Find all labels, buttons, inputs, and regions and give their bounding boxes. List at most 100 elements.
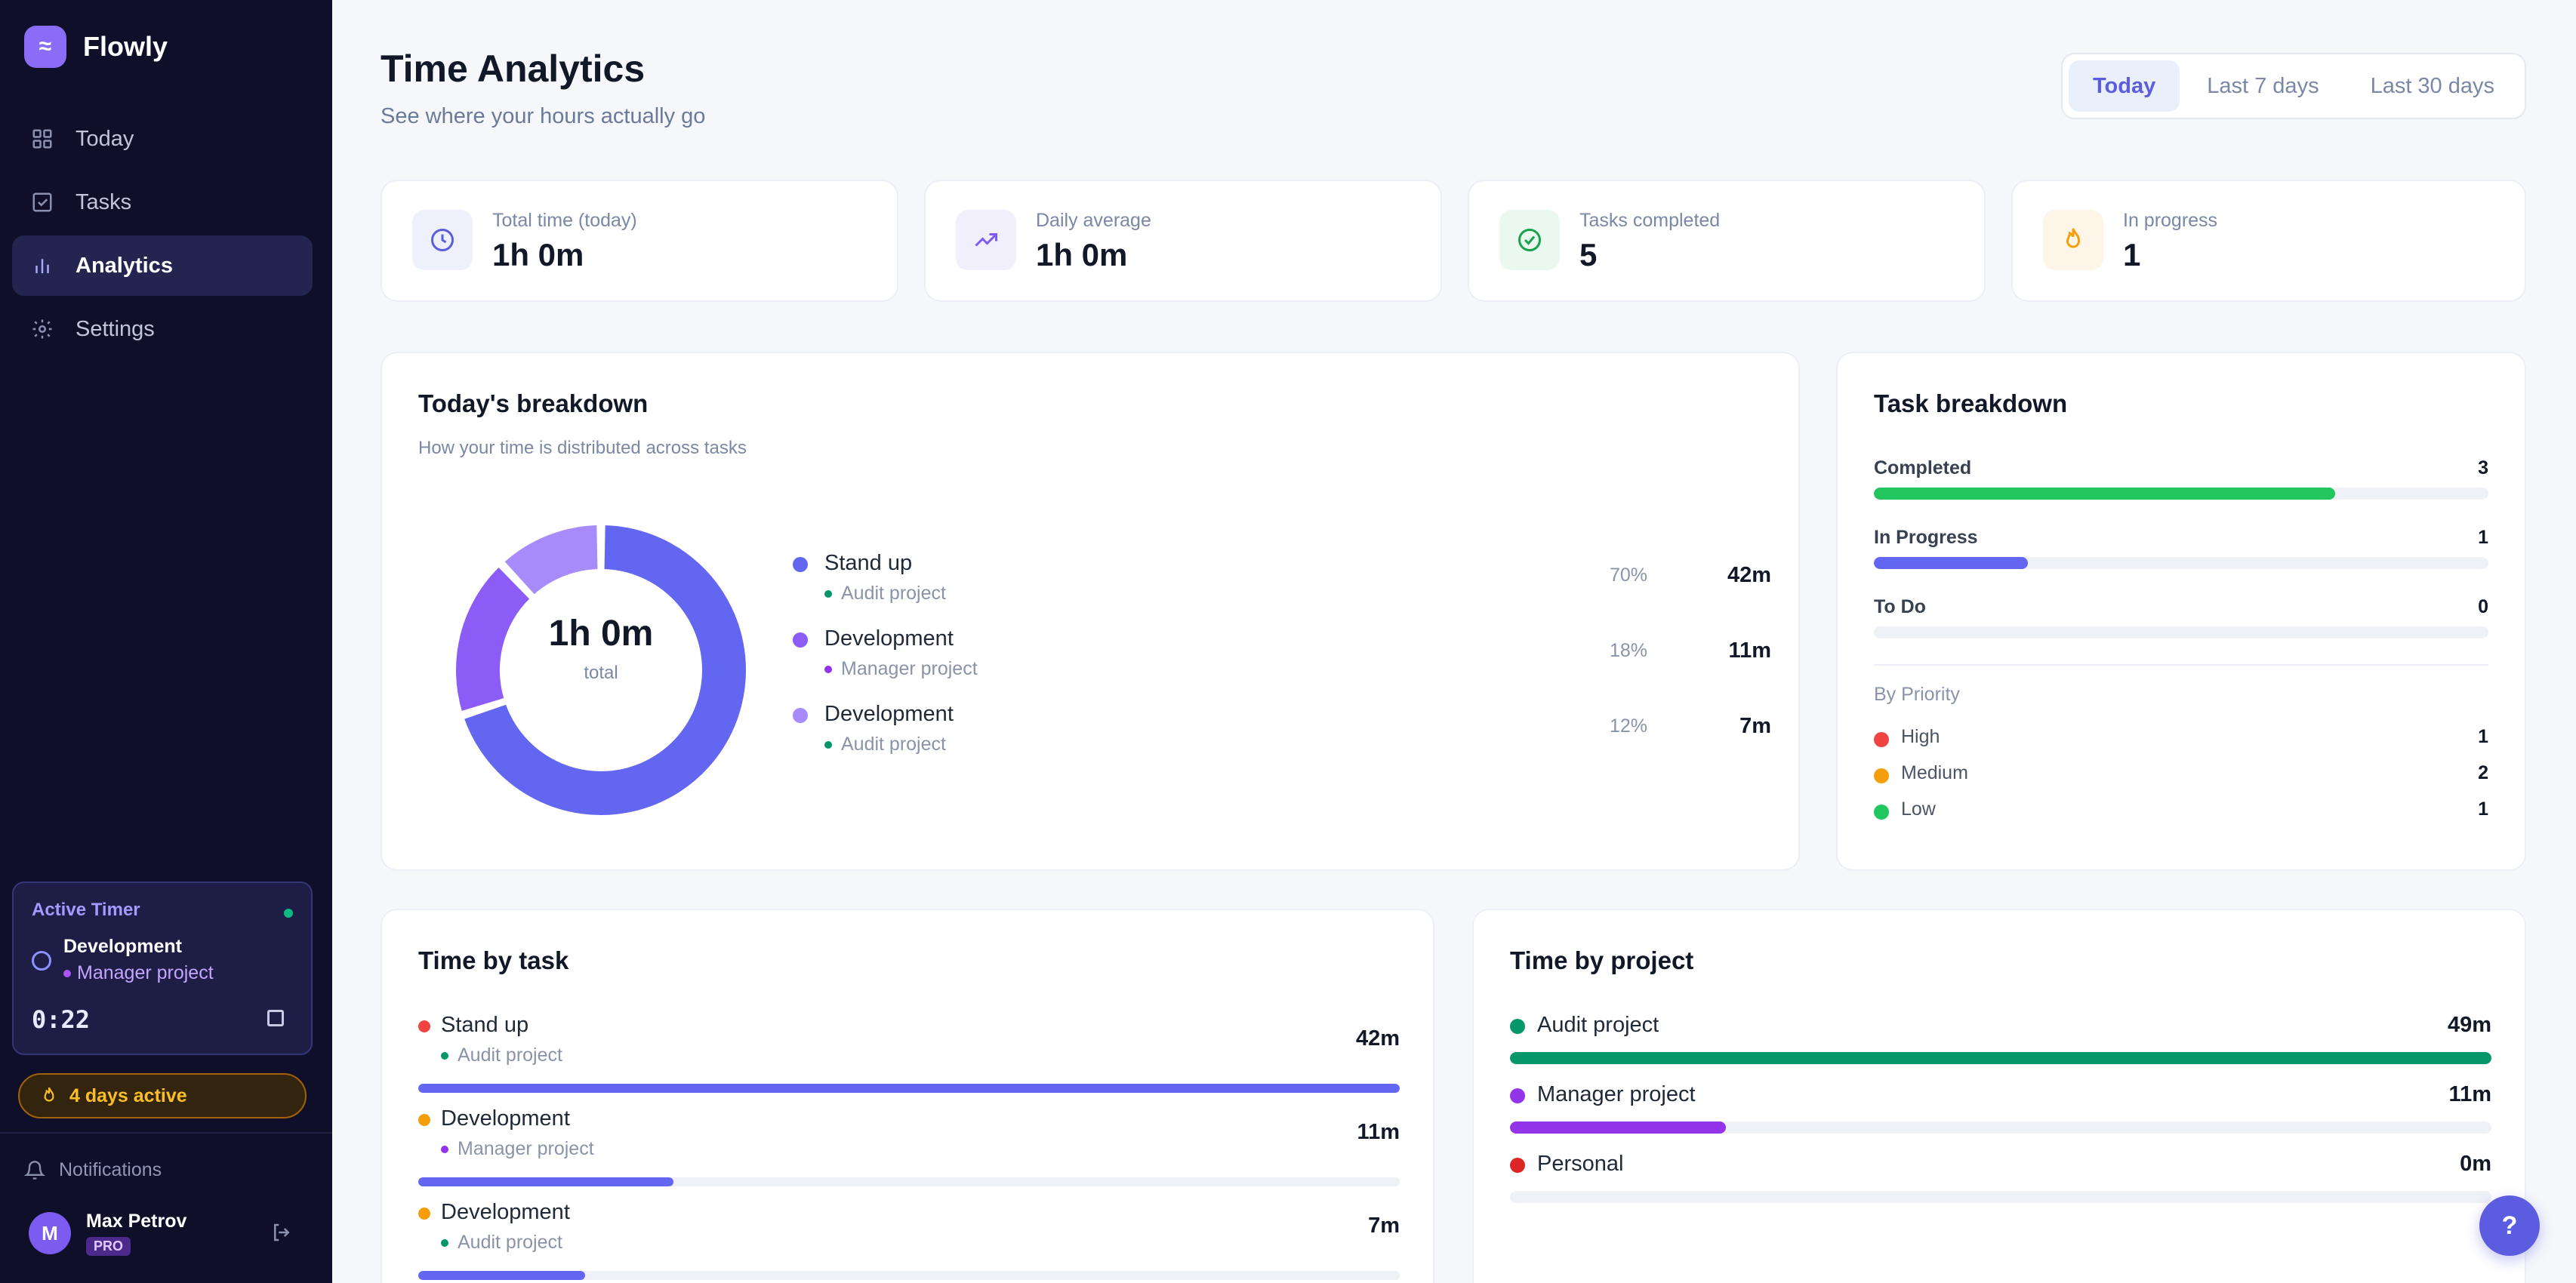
legend-task: Development xyxy=(824,626,954,651)
timer-status-dot xyxy=(284,909,293,918)
timer-task-name: Development xyxy=(63,936,182,957)
legend-percent: 12% xyxy=(1609,715,1647,737)
project-fill xyxy=(1510,1121,1726,1134)
task-project: Audit project xyxy=(441,1045,562,1066)
project-dot xyxy=(63,969,71,977)
stat-value: 5 xyxy=(1579,237,1598,272)
sidebar-item-label: Tasks xyxy=(75,189,132,214)
trending-up-icon xyxy=(956,210,1016,270)
project-track xyxy=(1510,1121,2491,1134)
status-row-completed: Completed 3 xyxy=(1874,457,2488,503)
stop-icon[interactable] xyxy=(267,1010,284,1026)
page-title: Time Analytics xyxy=(381,48,646,90)
task-name: Development xyxy=(441,1106,570,1131)
task-time-row: Stand up Audit project 42m xyxy=(418,1013,1400,1096)
checkbox-icon xyxy=(30,190,54,214)
todays-breakdown-card: Today's breakdown How your time is distr… xyxy=(381,352,1800,871)
app-name: Flowly xyxy=(83,31,168,62)
user-profile[interactable]: M Max Petrov PRO xyxy=(29,1211,186,1256)
stat-label: Tasks completed xyxy=(1579,210,1721,231)
donut-slice-1 xyxy=(461,522,749,818)
status-row-todo: To Do 0 xyxy=(1874,596,2488,642)
priority-row-low: Low 1 xyxy=(1874,798,2488,829)
legend-minutes: 7m xyxy=(1739,714,1771,738)
priority-title: By Priority xyxy=(1874,684,1960,705)
circle-icon xyxy=(32,951,51,971)
project-dot xyxy=(824,589,832,598)
task-minutes: 11m xyxy=(1357,1120,1400,1144)
plan-badge: PRO xyxy=(86,1237,131,1256)
status-label: To Do xyxy=(1874,596,1926,617)
priority-label: Low xyxy=(1901,798,1936,820)
legend-task: Stand up xyxy=(824,551,913,575)
legend-percent: 18% xyxy=(1609,640,1647,661)
user-name: Max Petrov xyxy=(86,1211,187,1232)
donut-chart xyxy=(453,522,749,818)
project-time-row: Personal 0m xyxy=(1510,1152,2491,1221)
time-by-task-card: Time by task Stand up Audit project 42m … xyxy=(381,909,1434,1283)
tab-last-7-days[interactable]: Last 7 days xyxy=(2207,73,2319,98)
tab-today[interactable]: Today xyxy=(2069,60,2180,112)
status-track xyxy=(1874,626,2488,638)
status-track xyxy=(1874,557,2488,569)
task-priority-dot xyxy=(418,1208,430,1220)
logout-icon[interactable] xyxy=(270,1221,293,1244)
project-dot xyxy=(1510,1019,1525,1034)
task-fill xyxy=(418,1177,673,1186)
legend-project-name: Audit project xyxy=(841,583,946,604)
page-subtitle: See where your hours actually go xyxy=(381,104,706,128)
stat-value: 1h 0m xyxy=(1036,237,1128,272)
task-track xyxy=(418,1271,1400,1280)
task-project-name: Manager project xyxy=(458,1138,594,1159)
legend-project-name: Audit project xyxy=(841,734,946,755)
notifications-link[interactable]: Notifications xyxy=(24,1159,162,1181)
task-track xyxy=(418,1177,1400,1186)
brand[interactable]: ≈ Flowly xyxy=(24,26,168,68)
task-project: Audit project xyxy=(441,1232,562,1254)
tab-last-30-days[interactable]: Last 30 days xyxy=(2370,73,2495,98)
help-button[interactable]: ? xyxy=(2479,1195,2540,1256)
sidebar: ≈ Flowly Today Tasks Analytics Setting xyxy=(0,0,332,1283)
clock-icon xyxy=(412,210,473,270)
task-name: Stand up xyxy=(441,1013,529,1037)
check-circle-icon xyxy=(1499,210,1560,270)
project-dot xyxy=(1510,1088,1525,1103)
card-title: Task breakdown xyxy=(1874,389,2068,417)
priority-count: 1 xyxy=(2478,798,2488,820)
sidebar-item-analytics[interactable]: Analytics xyxy=(12,235,313,296)
sidebar-item-today[interactable]: Today xyxy=(12,109,313,169)
status-count: 0 xyxy=(2478,596,2488,617)
gear-icon xyxy=(30,317,54,341)
stat-card-daily-average: Daily average 1h 0m xyxy=(924,180,1442,302)
project-dot xyxy=(824,665,832,673)
breakdown-legend-row: Stand up Audit project 70% 42m xyxy=(793,551,1771,614)
timer-elapsed: 0:22 xyxy=(32,1005,91,1034)
task-project-name: Audit project xyxy=(458,1045,562,1066)
project-dot xyxy=(1510,1158,1525,1173)
active-timer-card[interactable]: Active Timer Development Manager project… xyxy=(12,881,313,1055)
project-minutes: 0m xyxy=(2460,1152,2491,1176)
donut-total-label: total xyxy=(584,663,618,683)
flame-icon xyxy=(44,1087,54,1102)
avatar: M xyxy=(29,1212,71,1254)
project-name: Manager project xyxy=(1537,1082,1696,1106)
stat-card-in-progress: In progress 1 xyxy=(2011,180,2526,302)
legend-minutes: 11m xyxy=(1728,638,1771,663)
active-timer-title: Active Timer xyxy=(32,900,140,920)
time-by-project-card: Time by project Audit project 49m Manage… xyxy=(1472,909,2526,1283)
project-name: Personal xyxy=(1537,1152,1624,1176)
project-track xyxy=(1510,1191,2491,1203)
task-minutes: 7m xyxy=(1368,1214,1400,1238)
status-row-in-progress: In Progress 1 xyxy=(1874,527,2488,572)
priority-count: 2 xyxy=(2478,762,2488,783)
stat-card-tasks-completed: Tasks completed 5 xyxy=(1468,180,1986,302)
task-breakdown-card: Task breakdown Completed 3 In Progress 1… xyxy=(1836,352,2526,871)
sidebar-item-tasks[interactable]: Tasks xyxy=(12,172,313,232)
sidebar-item-settings[interactable]: Settings xyxy=(12,299,313,359)
task-priority-dot xyxy=(418,1020,430,1032)
stat-value: 1h 0m xyxy=(492,237,584,272)
timer-task: Development Manager project xyxy=(32,936,214,984)
timer-project: Manager project xyxy=(63,962,214,984)
legend-dot xyxy=(793,557,808,572)
project-name: Audit project xyxy=(1537,1013,1659,1037)
